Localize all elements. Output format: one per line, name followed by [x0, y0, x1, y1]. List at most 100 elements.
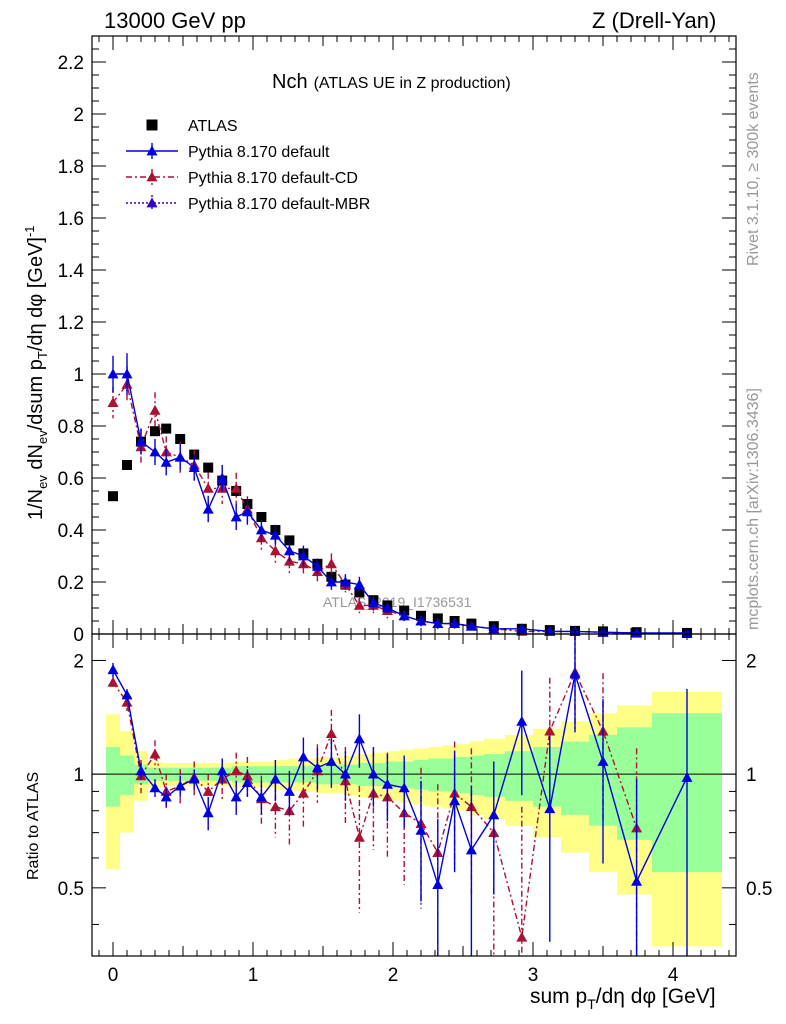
legend-entry-label: ATLAS	[188, 118, 238, 135]
default-point	[255, 524, 267, 535]
legend-entry-label: Pythia 8.170 default-MBR	[188, 196, 370, 213]
ratio-band-stat	[561, 741, 589, 815]
ratio-default-point	[544, 803, 556, 814]
panel-title-sub: (ATLAS UE in Z production)	[314, 75, 511, 92]
x-tick-label: 0	[108, 965, 119, 986]
ratio-default-point	[216, 765, 228, 776]
y-axis-label: 1/Nev dNev/dsum pT/dη dφ [GeV]-1	[22, 225, 50, 520]
x-axis-label: sum pT/dη dφ [GeV]	[530, 985, 716, 1012]
ratio-band-stat	[470, 755, 484, 796]
default-cd-point	[107, 397, 119, 407]
ratio-default-point	[415, 824, 427, 835]
default-cd-point	[149, 404, 161, 415]
default-point	[241, 506, 253, 517]
default-point	[353, 579, 365, 589]
ratio-default-point	[230, 791, 242, 802]
y-tick-label: 0	[73, 625, 84, 646]
ratio-default-point	[398, 782, 410, 793]
default-point	[449, 618, 461, 628]
atlas-data-point	[256, 512, 267, 522]
ratio-default-cd-point	[325, 728, 337, 739]
ratio-default-cd-point	[202, 785, 214, 796]
default-point	[398, 610, 410, 621]
default-point	[107, 368, 119, 379]
default-cd-point	[325, 558, 337, 569]
y-tick-label: 2	[73, 105, 84, 126]
ratio-default-point	[311, 762, 323, 773]
ratio-default-point	[283, 785, 295, 796]
default-point	[188, 462, 200, 472]
ratio-default-point	[188, 773, 200, 784]
ratio-default-cd-point	[107, 676, 119, 687]
ratio-default-cd-point	[516, 931, 528, 942]
main-panel: ATLAS_2019_I1736531 0 0.2 0.4 0.6 0.8 1 1.2 1.4 1…	[22, 35, 737, 646]
default-point	[216, 472, 228, 483]
y-axis-label-part: T	[35, 351, 50, 359]
y-tick-label: 0.6	[58, 469, 84, 490]
ratio-default-point	[107, 664, 119, 675]
ratio-default-point	[569, 668, 581, 679]
legend-atlas-marker	[146, 119, 158, 131]
ratio-default-point	[149, 782, 161, 793]
y-tick-label: 1.2	[58, 313, 84, 334]
atlas-data-point	[108, 491, 118, 502]
ratio-frame	[91, 633, 737, 957]
y-tick-label: 0.2	[58, 573, 84, 594]
ratio-default-cd-point	[149, 748, 161, 759]
y-axis-label-part: -1	[22, 225, 37, 237]
atlas-data-point	[122, 460, 132, 470]
panel-title-main: Nch	[272, 71, 308, 93]
default-point	[202, 503, 214, 514]
ratio-default-point	[174, 780, 186, 791]
default-point	[311, 560, 323, 571]
legend-entry-label: Pythia 8.170 default	[188, 144, 330, 161]
ratio-band-stat	[484, 754, 505, 797]
legend-marker-2	[146, 171, 158, 182]
ratio-default-point	[202, 807, 214, 818]
ratio-band-stat	[400, 761, 414, 788]
ratio-band-stat	[456, 757, 470, 794]
y-tick-label: 1	[73, 365, 84, 386]
x-tick-label: 4	[668, 965, 679, 986]
ratio-default-point	[432, 879, 444, 889]
y-tick-label: 1.8	[58, 157, 84, 178]
y-axis-label-part: 1/N	[25, 489, 47, 520]
default-point	[149, 446, 161, 457]
atlas-data-point	[150, 426, 160, 437]
x-axis-label-part: /dη dφ [GeV]	[596, 985, 716, 1008]
ratio-band-stat	[617, 727, 652, 840]
ratio-default-cd-point	[544, 725, 556, 736]
watermark-label: ATLAS_2019_I1736531	[323, 594, 472, 610]
ratio-default-point	[597, 756, 609, 766]
default-point	[325, 576, 337, 587]
default-point	[367, 597, 379, 608]
legend-marker-3	[146, 197, 158, 208]
y-axis-label-part: ev	[35, 475, 50, 489]
legend-entry-label: Pythia 8.170 default-CD	[188, 170, 358, 187]
ratio-default-cd-point	[353, 831, 365, 842]
ratio-default-point	[255, 791, 267, 802]
ratio-default-cd-point	[269, 801, 281, 812]
ratio-default-point	[160, 791, 172, 802]
default-point	[432, 618, 444, 628]
ratio-default-point	[516, 715, 528, 726]
ratio-default-point	[631, 875, 643, 886]
ratio-y-tick-label-right: 1	[746, 765, 757, 786]
panel-title: Nch (ATLAS UE in Z production)	[272, 71, 511, 93]
ratio-y-tick-label: 2	[73, 651, 84, 672]
ratio-default-point	[381, 778, 393, 789]
ratio-y-tick-label: 1	[73, 765, 84, 786]
ratio-default-point	[465, 844, 477, 855]
default-point	[465, 620, 477, 631]
default-point	[631, 627, 643, 638]
x-tick-label: 3	[528, 965, 539, 986]
ratio-default-cd-line	[112, 670, 638, 938]
ratio-default-point	[488, 809, 500, 820]
default-point	[283, 545, 295, 556]
ratio-default-point	[297, 751, 309, 762]
x-tick-label: 2	[388, 965, 399, 986]
ratio-default-point	[135, 765, 147, 776]
ratio-band-stat	[386, 761, 400, 788]
x-axis-label-part: T	[587, 996, 596, 1012]
y-tick-label: 2.2	[58, 53, 84, 74]
